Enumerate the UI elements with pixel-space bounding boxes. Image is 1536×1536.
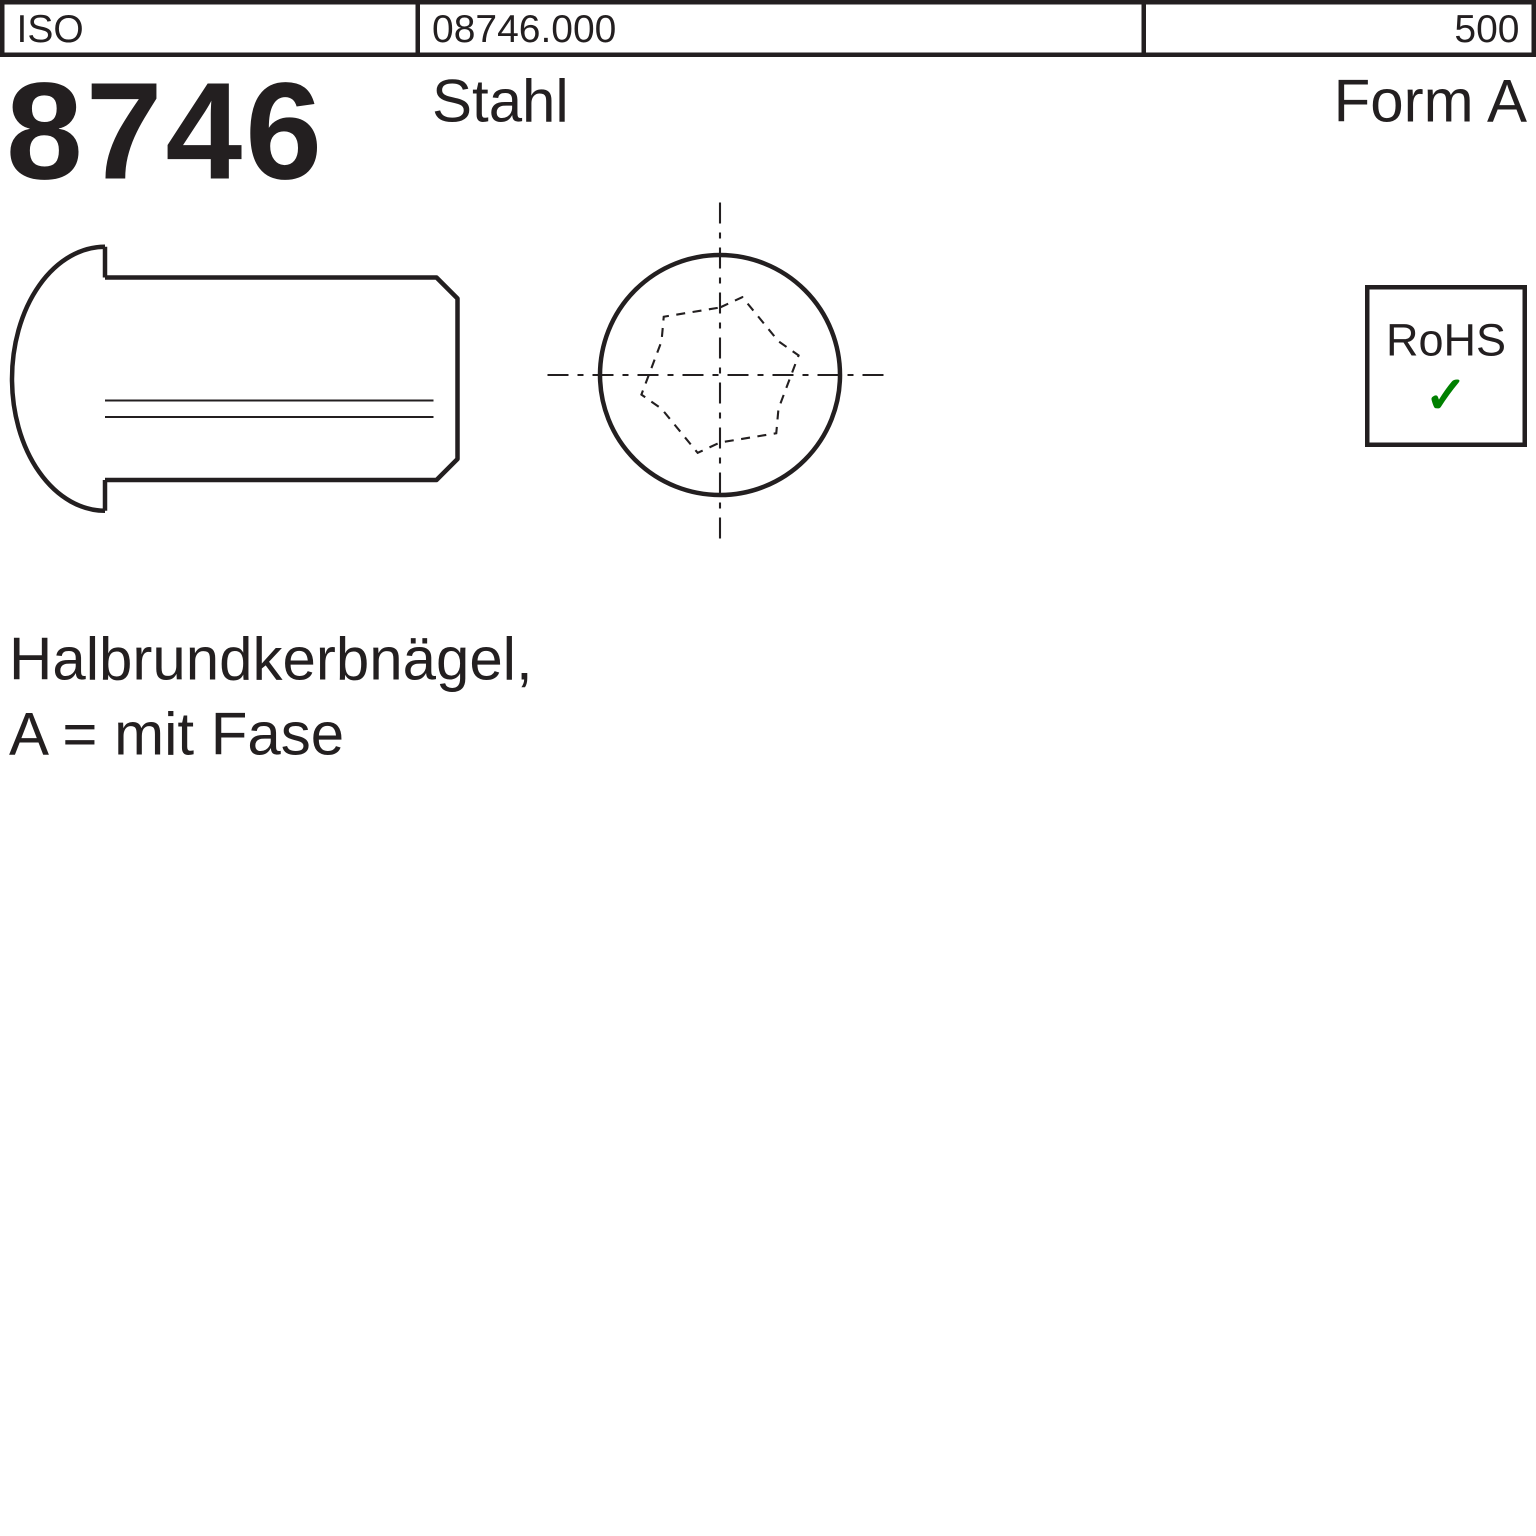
header-code: 08746.000 [420,5,1146,53]
header-qty: 500 [1146,5,1536,53]
material-label: Stahl [432,69,569,137]
technical-drawing [0,240,1536,585]
description-line-1: Halbrundkerbnägel, [9,623,533,698]
description-line-2: A = mit Fase [9,698,533,773]
check-icon: ✓ [1425,371,1468,422]
header-row: ISO 08746.000 500 [0,0,1536,57]
description: Halbrundkerbnägel, A = mit Fase [9,623,533,773]
form-label: Form A [1334,69,1527,137]
rohs-label: RoHS [1386,317,1506,368]
header-standard: ISO [0,5,420,53]
rohs-badge: RoHS ✓ [1365,285,1527,447]
standard-number: 8746 [6,54,325,212]
